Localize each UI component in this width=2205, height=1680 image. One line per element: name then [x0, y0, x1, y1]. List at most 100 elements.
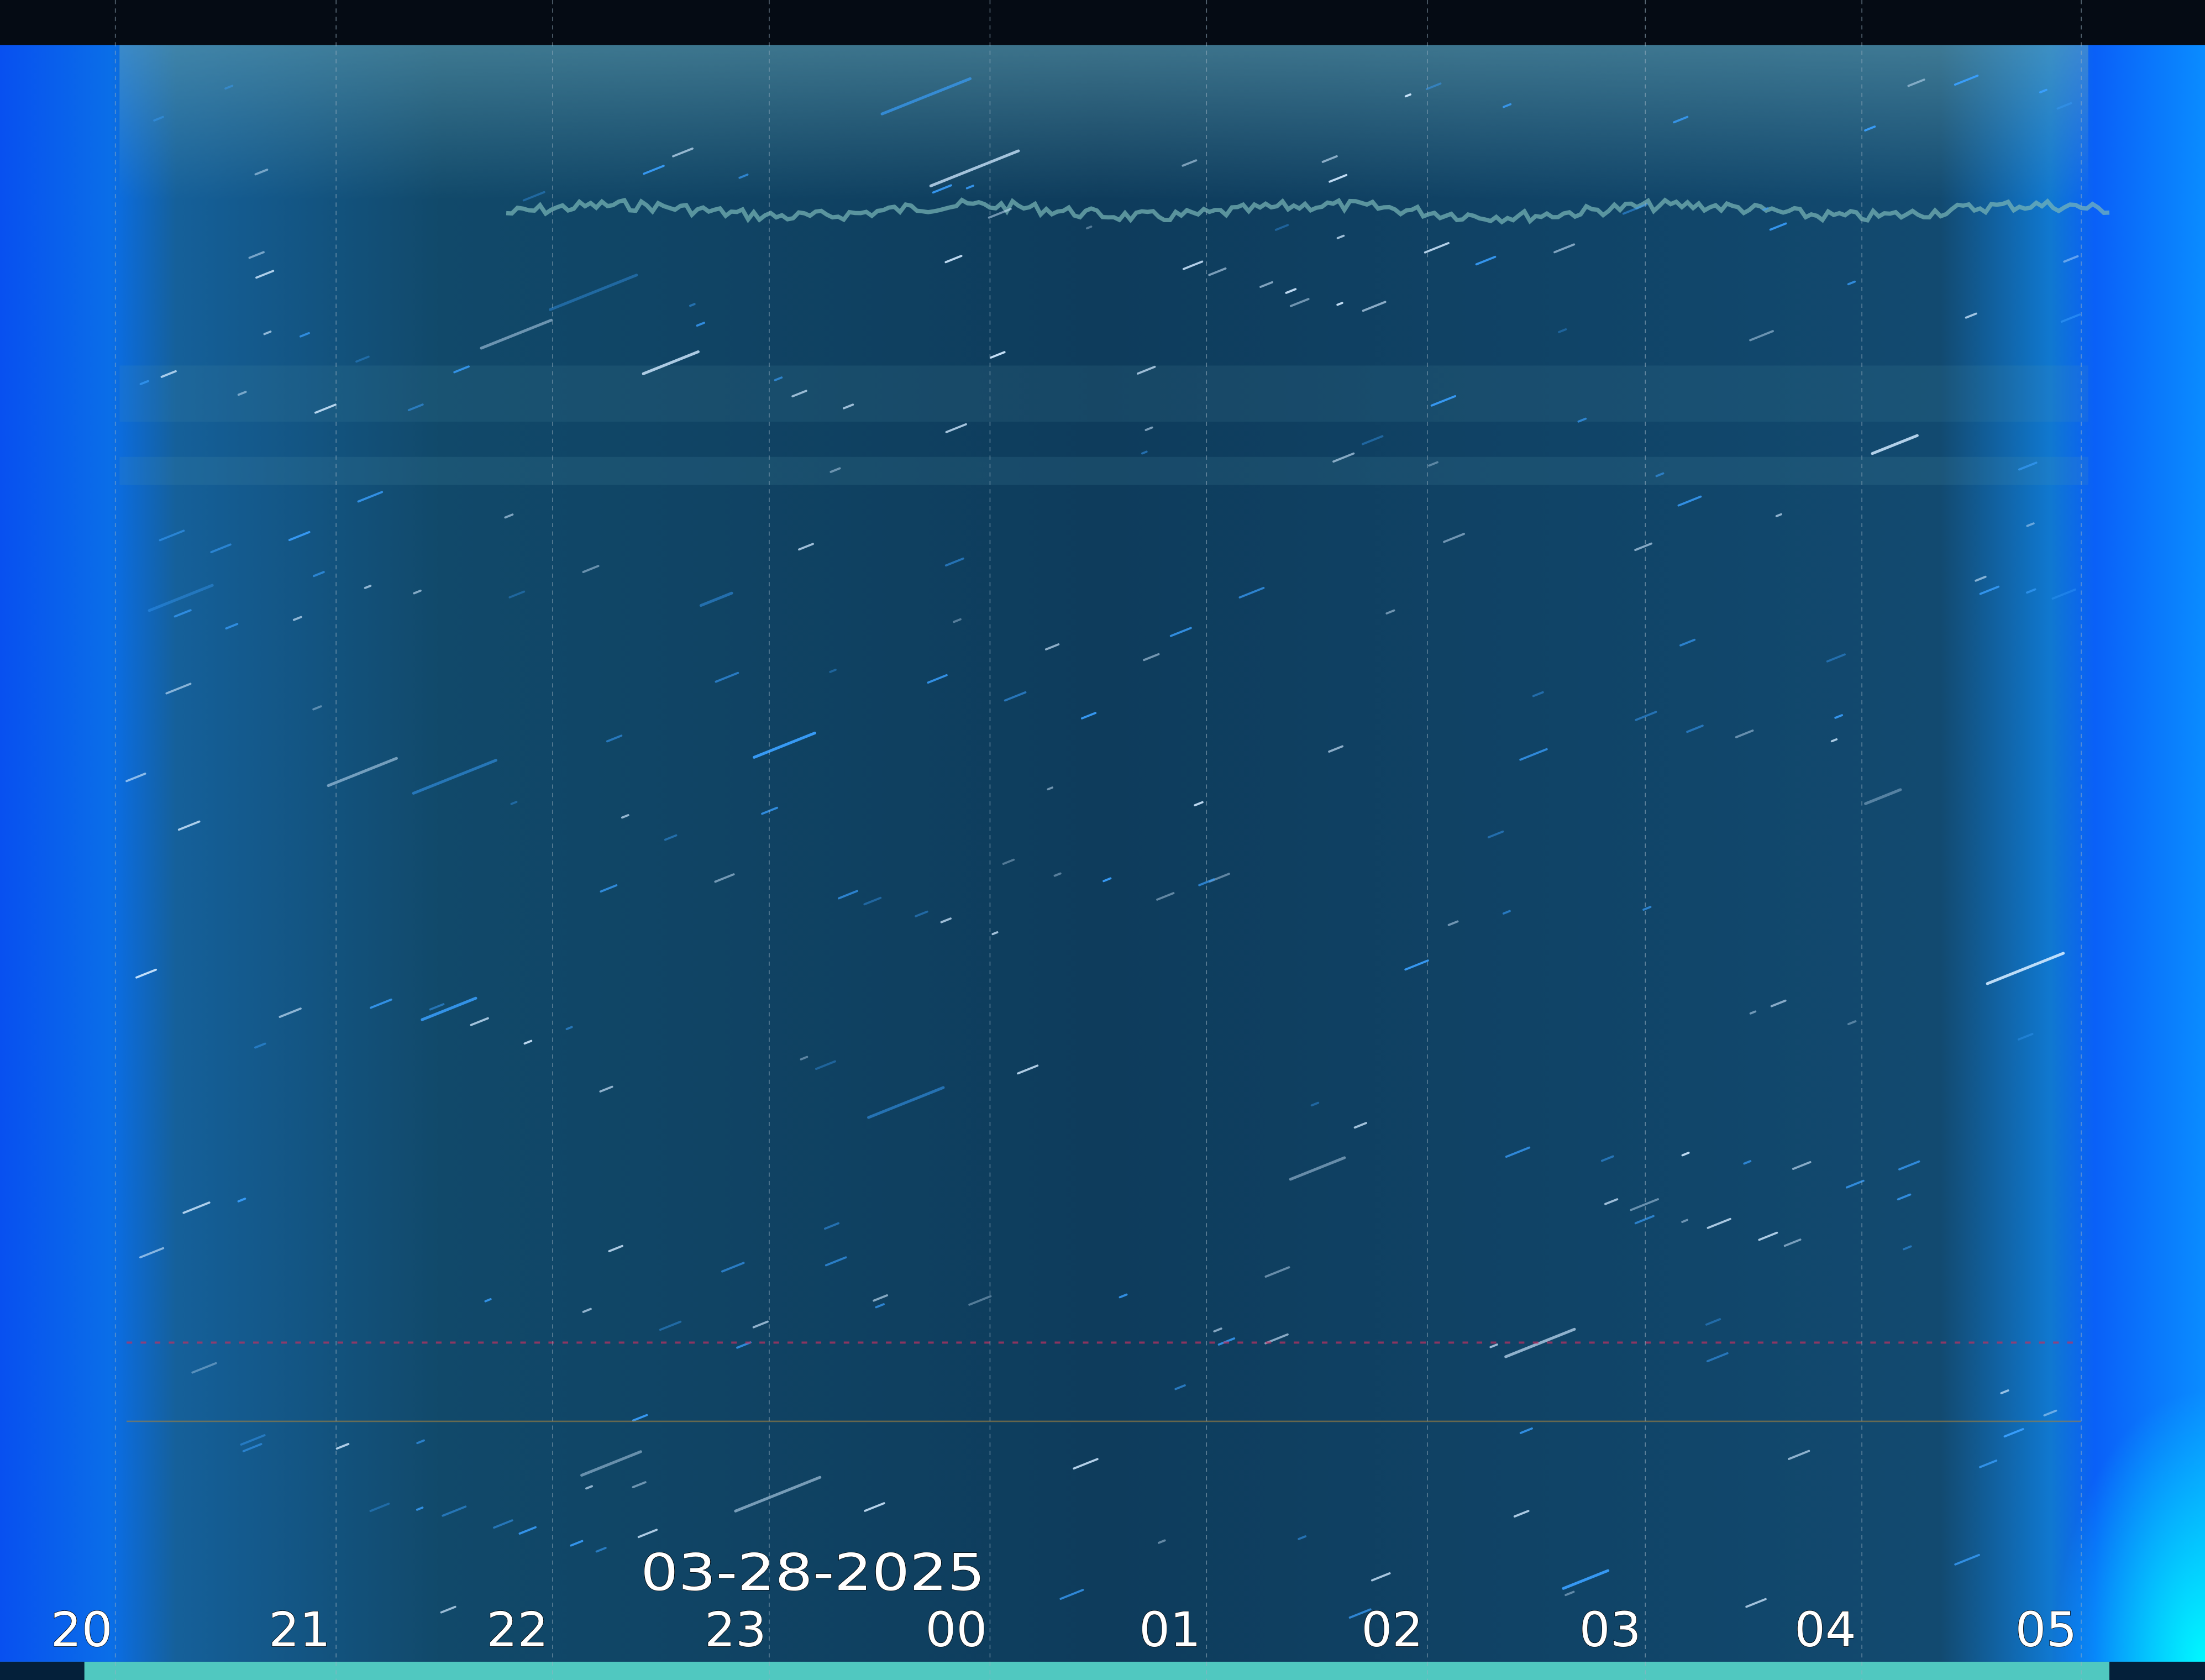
- star-trail: [1792, 1161, 1812, 1170]
- star-trail: [2039, 88, 2048, 93]
- treeline-trace: [506, 197, 2110, 225]
- star-trail: [504, 513, 514, 519]
- hour-label: 21: [269, 1603, 330, 1658]
- star-trail: [1513, 1510, 1530, 1518]
- star-trail: [510, 801, 518, 805]
- star-trail: [595, 1547, 607, 1553]
- star-trail: [355, 355, 370, 363]
- star-trail: [1898, 1160, 1920, 1170]
- star-trail: [191, 1362, 217, 1374]
- star-trail: [1156, 892, 1175, 901]
- star-trail: [988, 208, 1012, 219]
- star-trail: [242, 1443, 262, 1452]
- star-trail: [407, 403, 424, 412]
- star-trail: [1979, 585, 2000, 595]
- star-trail: [225, 623, 239, 630]
- star-trail: [1017, 1064, 1039, 1075]
- star-trail: [1428, 461, 1439, 467]
- star-trail: [932, 184, 952, 194]
- star-trail: [715, 671, 739, 683]
- star-trail: [1073, 1458, 1099, 1470]
- star-trail: [1532, 691, 1544, 697]
- star-trail: [1749, 1010, 1757, 1015]
- star-trail: [1864, 125, 1876, 132]
- star-trail: [1119, 1293, 1128, 1299]
- star-trail: [416, 1506, 424, 1511]
- star-trail: [940, 917, 952, 923]
- star-trail: [139, 1247, 165, 1259]
- star-trail: [177, 820, 201, 831]
- star-trail: [1655, 472, 1665, 477]
- star-trail: [1954, 75, 1979, 86]
- star-trail: [696, 322, 706, 327]
- star-trail: [798, 543, 814, 551]
- star-trail: [493, 1519, 513, 1529]
- star-trail: [224, 85, 234, 90]
- star-trail: [1259, 281, 1273, 288]
- star-trail: [944, 255, 963, 264]
- star-trail: [416, 1439, 425, 1445]
- star-trail: [867, 1086, 945, 1119]
- star-trail: [312, 705, 322, 711]
- star-trail: [1502, 910, 1511, 915]
- star-trail: [1085, 225, 1093, 230]
- star-trail: [1217, 1337, 1236, 1346]
- star-trail: [659, 1320, 682, 1331]
- star-trail: [1143, 653, 1160, 662]
- star-trail: [721, 1262, 745, 1273]
- star-trail: [2000, 1389, 2009, 1394]
- star-trail: [1903, 1245, 1912, 1251]
- hour-label: 22: [486, 1603, 548, 1658]
- star-trail: [1635, 711, 1657, 721]
- star-trail: [1758, 1231, 1778, 1241]
- star-trail: [2051, 588, 2077, 600]
- star-trail: [153, 116, 164, 122]
- hour-label: 04: [1794, 1603, 1856, 1658]
- star-trail: [1965, 312, 1977, 319]
- star-trail: [1604, 1198, 1619, 1205]
- star-trail: [2043, 1409, 2057, 1417]
- star-trail: [1424, 242, 1450, 254]
- star-trail: [1404, 959, 1429, 971]
- star-trail: [1182, 159, 1198, 167]
- star-trail: [364, 585, 372, 589]
- star-trail: [1274, 224, 1289, 231]
- star-trail: [968, 1295, 992, 1306]
- date-label: 03-28-2025: [641, 1543, 985, 1602]
- star-trail: [1332, 452, 1355, 463]
- star-trail: [600, 884, 618, 893]
- hour-label: 23: [705, 1603, 767, 1658]
- star-trail: [643, 165, 665, 175]
- star-trail: [1298, 1535, 1307, 1540]
- star-trail: [1705, 1318, 1721, 1326]
- star-trail: [965, 185, 974, 190]
- star-trail: [752, 1320, 769, 1329]
- star-trail: [1002, 858, 1015, 865]
- star-trail: [1047, 786, 1054, 791]
- star-trail: [1137, 365, 1156, 375]
- star-trail: [734, 1476, 822, 1513]
- star-trail: [357, 491, 384, 503]
- star-trail: [621, 814, 629, 819]
- star-trail: [1677, 495, 1702, 507]
- star-trail: [570, 1540, 584, 1547]
- star-trail: [370, 998, 392, 1009]
- star-trail: [1681, 1219, 1688, 1223]
- star-trail: [599, 1085, 613, 1093]
- star-trail: [642, 350, 700, 375]
- star-trail: [1404, 93, 1411, 98]
- star-trail: [421, 996, 477, 1021]
- star-trail: [1503, 103, 1512, 108]
- star-trail: [1289, 298, 1310, 307]
- star-trail: [1749, 330, 1774, 342]
- star-trail: [1986, 952, 2065, 985]
- star-trail: [237, 1198, 246, 1203]
- star-trail: [945, 423, 967, 433]
- star-trail: [263, 330, 272, 335]
- star-trail: [182, 1201, 211, 1214]
- star-trail: [480, 318, 553, 350]
- star-trail: [1385, 609, 1395, 615]
- star-trail: [2018, 461, 2038, 471]
- star-trail: [1743, 1160, 1752, 1165]
- star-trail: [637, 1529, 658, 1539]
